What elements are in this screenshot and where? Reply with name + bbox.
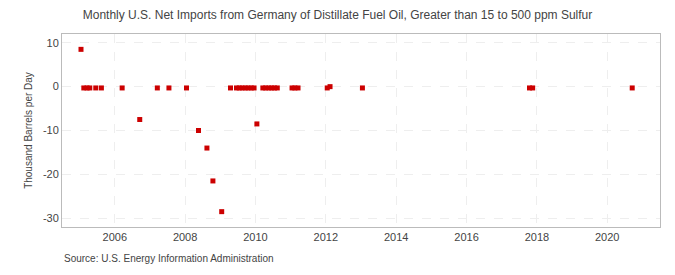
svg-text:2018: 2018 — [525, 231, 549, 243]
svg-text:-10: -10 — [43, 124, 59, 136]
svg-text:Monthly U.S. Net Imports from: Monthly U.S. Net Imports from Germany of… — [83, 8, 593, 22]
svg-text:-30: -30 — [43, 212, 59, 224]
svg-text:Source: U.S. Energy Informatio: Source: U.S. Energy Information Administ… — [64, 253, 274, 264]
svg-text:Thousand Barrels per Day: Thousand Barrels per Day — [23, 72, 34, 189]
svg-text:0: 0 — [53, 80, 59, 92]
svg-text:2016: 2016 — [454, 231, 478, 243]
svg-text:2008: 2008 — [173, 231, 197, 243]
svg-text:2020: 2020 — [595, 231, 619, 243]
svg-text:10: 10 — [47, 37, 59, 49]
svg-text:-20: -20 — [43, 168, 59, 180]
svg-text:2006: 2006 — [103, 231, 127, 243]
svg-text:2012: 2012 — [314, 231, 338, 243]
svg-text:2014: 2014 — [384, 231, 408, 243]
svg-text:2010: 2010 — [243, 231, 267, 243]
